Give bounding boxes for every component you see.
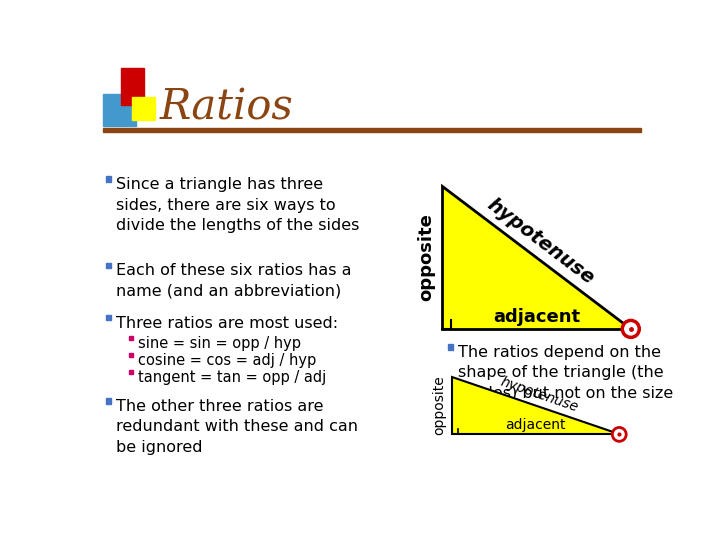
Bar <box>121 68 144 105</box>
Text: hypotenuse: hypotenuse <box>499 375 580 415</box>
Polygon shape <box>452 377 619 434</box>
Text: adjacent: adjacent <box>505 418 566 432</box>
Bar <box>106 177 111 182</box>
Bar <box>106 315 111 320</box>
Text: sine = sin = opp / hyp: sine = sin = opp / hyp <box>138 336 301 351</box>
Text: cosine = cos = adj / hyp: cosine = cos = adj / hyp <box>138 353 316 368</box>
Circle shape <box>612 428 626 441</box>
Text: Since a triangle has three
sides, there are six ways to
divide the lengths of th: Since a triangle has three sides, there … <box>117 177 360 233</box>
Bar <box>132 97 155 120</box>
Bar <box>129 353 132 356</box>
Text: The other three ratios are
redundant with these and can
be ignored: The other three ratios are redundant wit… <box>117 399 359 455</box>
Polygon shape <box>442 186 631 329</box>
Circle shape <box>622 320 639 338</box>
Bar <box>129 370 132 374</box>
Bar <box>106 262 111 268</box>
Text: The ratios depend on the
shape of the triangle (the
angles) but not on the size: The ratios depend on the shape of the tr… <box>459 345 674 401</box>
Bar <box>129 336 132 340</box>
Bar <box>104 128 641 132</box>
Text: Ratios: Ratios <box>160 86 293 128</box>
Bar <box>104 94 135 126</box>
Text: hypotenuse: hypotenuse <box>483 195 598 288</box>
Text: opposite: opposite <box>418 213 436 301</box>
Text: tangent = tan = opp / adj: tangent = tan = opp / adj <box>138 370 326 384</box>
Text: opposite: opposite <box>432 376 446 435</box>
Text: Each of these six ratios has a
name (and an abbreviation): Each of these six ratios has a name (and… <box>117 264 352 299</box>
Text: Three ratios are most used:: Three ratios are most used: <box>117 316 338 331</box>
Bar <box>448 345 453 350</box>
Text: adjacent: adjacent <box>493 308 580 326</box>
Bar <box>106 398 111 403</box>
